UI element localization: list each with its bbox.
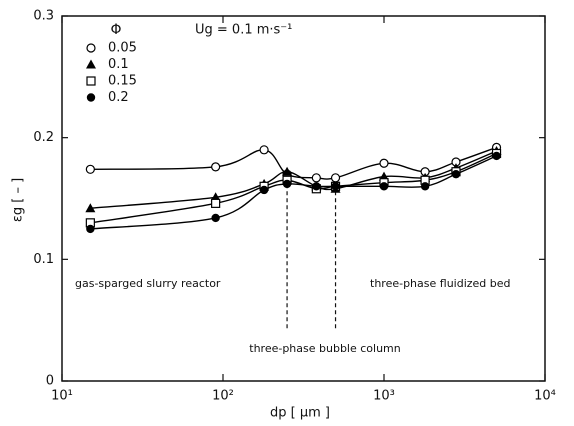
marker <box>85 164 95 174</box>
marker <box>85 203 96 213</box>
legend-marker <box>86 43 96 53</box>
series-line <box>90 150 497 209</box>
x-tick-label: 10⁴ <box>534 389 556 404</box>
legend-marker <box>86 59 96 69</box>
y-tick-label: 0.2 <box>33 130 54 145</box>
marker <box>211 198 221 208</box>
marker <box>282 166 293 176</box>
marker <box>420 182 430 191</box>
legend-marker <box>86 76 96 86</box>
marker <box>330 173 341 183</box>
y-tick-label: 0.3 <box>33 9 54 24</box>
x-tick-label: 10¹ <box>51 389 73 404</box>
condition-label: Ug = 0.1 m·s⁻¹ <box>195 23 292 38</box>
y-axis-label: εg [ – ] <box>11 178 26 222</box>
marker <box>211 213 220 223</box>
x-tick-label: 10³ <box>373 389 395 404</box>
legend-label: 0.15 <box>108 74 137 89</box>
marker <box>211 162 221 172</box>
marker <box>259 145 269 155</box>
legend-marker <box>86 93 96 102</box>
marker <box>451 169 461 179</box>
marker <box>379 158 389 168</box>
legend-title: Φ <box>110 22 121 38</box>
legend-label: 0.1 <box>108 57 129 72</box>
series-line <box>90 152 497 224</box>
x-axis-label: dp [ μm ] <box>270 406 330 421</box>
marker <box>312 182 321 191</box>
marker <box>259 185 269 195</box>
annotation: three-phase fluidized bed <box>370 277 511 290</box>
annotation: three-phase bubble column <box>249 342 401 355</box>
x-tick-label: 10² <box>212 389 234 404</box>
marker <box>331 182 340 191</box>
marker <box>86 224 95 234</box>
series-line <box>90 155 497 230</box>
series-line <box>90 146 497 180</box>
marker <box>311 173 321 183</box>
legend-label: 0.05 <box>108 41 137 56</box>
y-tick-label: 0.1 <box>33 252 54 267</box>
marker <box>282 179 292 189</box>
annotation: gas-sparged slurry reactor <box>75 277 221 290</box>
marker <box>379 182 389 191</box>
y-tick-label: 0 <box>46 374 54 389</box>
marker <box>492 151 501 161</box>
legend-label: 0.2 <box>108 90 129 105</box>
plot-frame <box>61 15 546 382</box>
